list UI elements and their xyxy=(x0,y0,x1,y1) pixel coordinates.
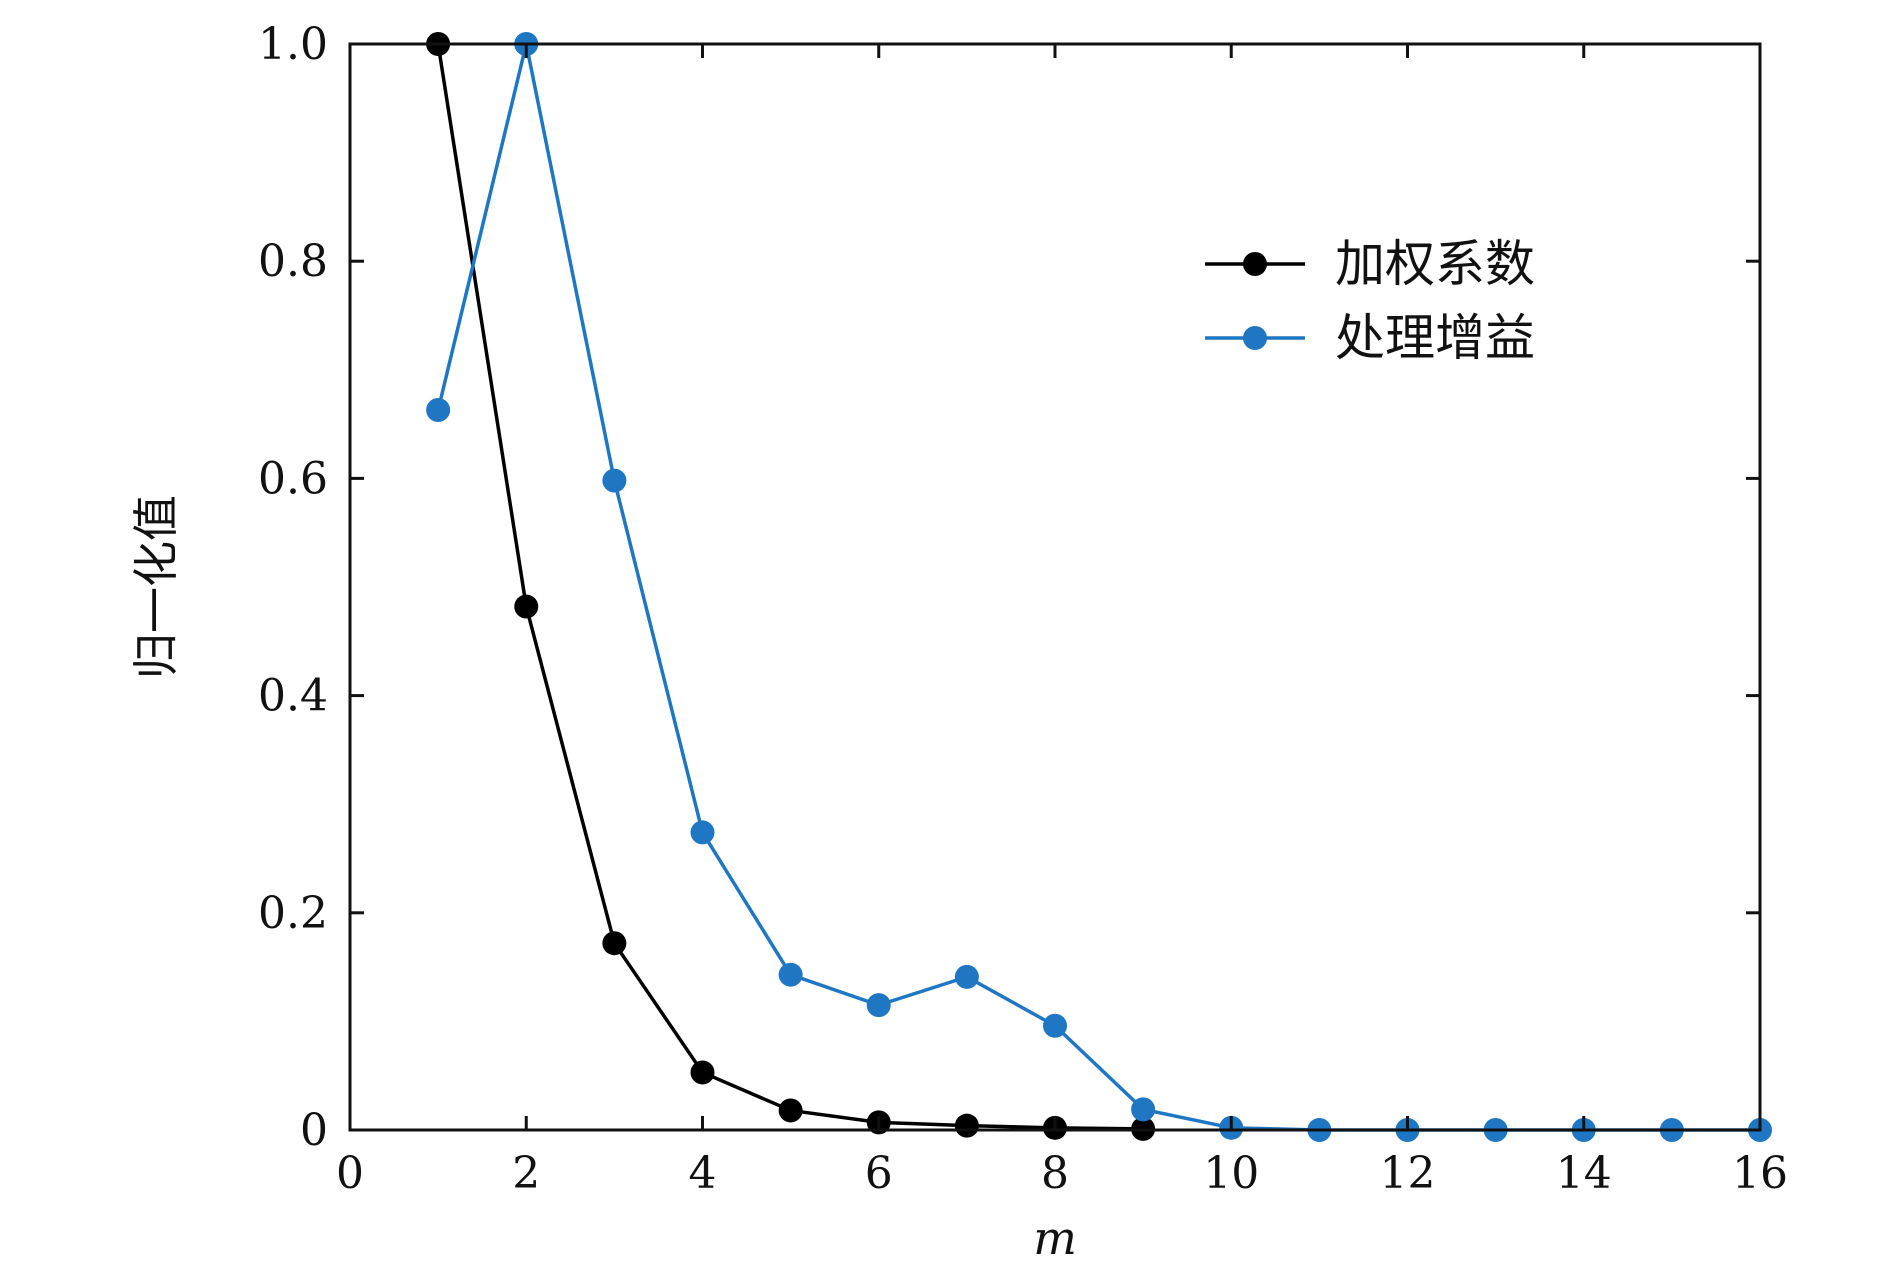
x-axis-label: m xyxy=(1033,1211,1077,1265)
data-point xyxy=(602,931,627,956)
y-axis-label: 归一化值 xyxy=(129,495,183,679)
x-tick-label: 10 xyxy=(1203,1148,1259,1199)
data-point xyxy=(778,1098,803,1123)
data-point xyxy=(426,397,451,422)
y-tick-label: 1.0 xyxy=(258,19,328,70)
legend-label: 处理增益 xyxy=(1335,309,1535,367)
series-1 xyxy=(426,32,1156,1141)
axis-ticks xyxy=(348,42,1762,1132)
data-point xyxy=(866,993,891,1018)
data-point xyxy=(690,820,715,845)
x-tick-label: 8 xyxy=(1041,1148,1069,1199)
data-point xyxy=(602,468,627,493)
x-tick-label: 6 xyxy=(865,1148,893,1199)
y-tick-label: 0.6 xyxy=(258,453,328,504)
y-tick-label: 0.8 xyxy=(258,236,328,287)
data-point xyxy=(1043,1013,1067,1038)
data-point xyxy=(1131,1097,1156,1122)
x-tick-label: 2 xyxy=(512,1148,540,1199)
data-point xyxy=(690,1060,715,1085)
y-tick-label: 0.2 xyxy=(258,888,328,939)
x-tick-label: 16 xyxy=(1732,1148,1788,1199)
y-tick-label: 0.4 xyxy=(258,671,328,722)
legend-item-1: 加权系数 xyxy=(1205,235,1535,293)
x-tick-label: 4 xyxy=(689,1148,717,1199)
x-tick-label: 14 xyxy=(1556,1148,1612,1199)
x-tick-label: 12 xyxy=(1380,1148,1436,1199)
data-point xyxy=(514,594,539,619)
legend-marker xyxy=(1243,326,1267,350)
legend-item-2: 处理增益 xyxy=(1205,309,1535,367)
x-tick-label: 0 xyxy=(336,1148,364,1199)
axis-tick-labels: 0 2 4 6 8 10 12 14 16 0 0.2 0.4 0.6 0.8 1.0 xyxy=(258,19,1788,1199)
legend-marker xyxy=(1243,252,1267,276)
data-point xyxy=(954,964,979,989)
data-point xyxy=(778,962,803,987)
legend-label: 加权系数 xyxy=(1335,235,1535,293)
data-point xyxy=(954,1113,979,1138)
y-tick-label: 0 xyxy=(300,1105,328,1156)
